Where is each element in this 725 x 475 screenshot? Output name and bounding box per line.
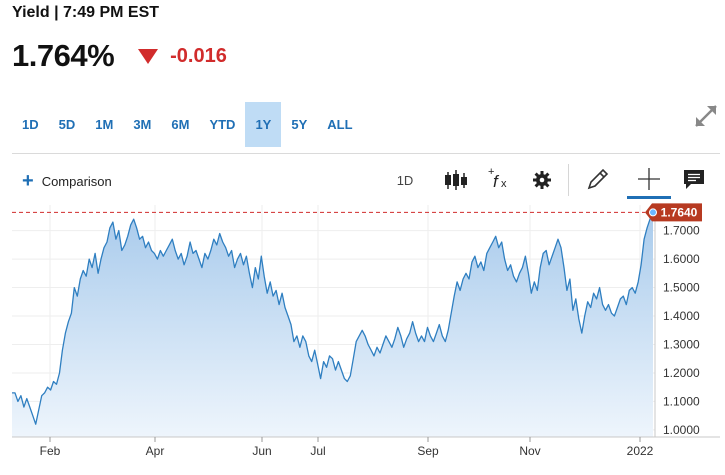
y-tick-label: 1.1000 <box>663 394 700 408</box>
y-tick-label: 1.7000 <box>663 224 700 238</box>
pencil-icon[interactable] <box>585 162 609 198</box>
range-tab-5d[interactable]: 5D <box>58 117 76 132</box>
comparison-button[interactable]: + Comparison <box>22 170 112 192</box>
down-arrow-icon <box>138 48 159 64</box>
y-tick-label: 1.0000 <box>663 423 700 437</box>
gear-icon[interactable] <box>531 162 553 198</box>
range-tabs: 1D 5D 1M 3M 6M YTD 1Y 5Y ALL <box>12 102 363 147</box>
range-tab-6m[interactable]: 6M <box>171 117 190 132</box>
interval-button[interactable]: 1D <box>396 172 414 188</box>
last-value-badge <box>645 203 702 222</box>
y-tick-label: 1.5000 <box>663 281 700 295</box>
x-tick-label: Sep <box>417 444 439 458</box>
comparison-label: Comparison <box>41 173 112 189</box>
svg-text:f: f <box>493 172 500 191</box>
yield-area-fill <box>12 212 653 437</box>
toolbar-separator <box>568 164 569 196</box>
x-tick-label: Jun <box>252 444 271 458</box>
chart-toolbar: 1D + f x <box>390 162 720 199</box>
x-tick-label: Apr <box>146 444 165 458</box>
range-tab-1y[interactable]: 1Y <box>245 102 282 147</box>
chart-grid <box>12 205 655 437</box>
range-tab-3m[interactable]: 3M <box>133 117 152 132</box>
x-tick-label: Jul <box>310 444 325 458</box>
x-tick-label: 2022 <box>627 444 654 458</box>
range-tab-1d[interactable]: 1D <box>22 117 39 132</box>
last-value-dot <box>649 208 657 217</box>
plus-icon: + <box>22 170 34 192</box>
toolbar-divider <box>12 153 720 154</box>
x-tick-label: Feb <box>40 444 61 458</box>
header-title: Yield | 7:49 PM EST <box>12 4 160 21</box>
y-tick-label: 1.6000 <box>663 252 700 266</box>
price-value: 1.764% <box>12 38 115 73</box>
range-tab-ytd[interactable]: YTD <box>209 117 236 132</box>
quote-row: 1.764% -0.016 <box>12 38 227 74</box>
candlestick-icon[interactable] <box>442 162 470 198</box>
function-icon[interactable]: + f x <box>486 162 514 198</box>
y-tick-label: 1.2000 <box>663 366 700 380</box>
svg-text:+: + <box>488 166 494 178</box>
change-value: -0.016 <box>170 44 227 67</box>
last-value-label: 1.7640 <box>661 205 698 219</box>
yield-line <box>12 212 654 425</box>
comment-icon[interactable] <box>682 162 706 198</box>
expand-icon[interactable] <box>692 102 720 130</box>
crosshair-active-indicator <box>627 196 671 199</box>
range-tab-all[interactable]: ALL <box>327 117 353 132</box>
x-tick-label: Nov <box>519 444 540 458</box>
y-tick-label: 1.3000 <box>663 337 700 351</box>
y-tick-label: 1.4000 <box>663 309 700 323</box>
range-tab-5y[interactable]: 5Y <box>291 117 308 132</box>
svg-text:x: x <box>501 178 507 190</box>
crosshair-icon[interactable] <box>633 162 665 198</box>
range-tab-1m[interactable]: 1M <box>95 117 114 132</box>
